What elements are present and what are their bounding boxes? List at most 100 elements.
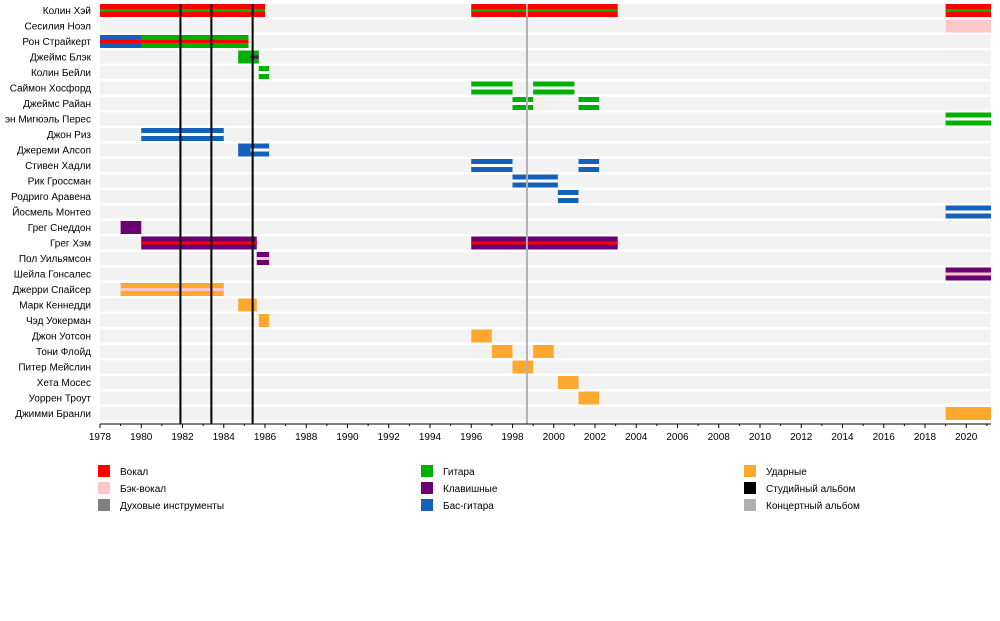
x-tick-label: 2020 <box>955 432 978 443</box>
member-bar-stripe <box>250 148 270 152</box>
member-bar-stripe <box>141 133 224 136</box>
x-tick-label: 1998 <box>501 432 524 443</box>
member-bar-stripe <box>100 40 142 43</box>
legend-swatch <box>744 482 756 494</box>
member-bar-stripe <box>471 9 618 12</box>
x-tick-label: 1984 <box>213 432 236 443</box>
member-bar-stripe <box>512 179 558 183</box>
member-bar-stripe <box>945 117 991 121</box>
row-background <box>100 298 991 312</box>
x-tick-label: 2010 <box>749 432 772 443</box>
legend-label: Ударные <box>766 467 807 478</box>
member-label: Колин Бейли <box>31 68 91 79</box>
member-label: Саймон Хосфорд <box>10 83 91 95</box>
member-label: Колин Хэй <box>43 6 91 17</box>
legend-label: Клавишные <box>443 484 498 495</box>
member-bar-stripe <box>120 288 224 291</box>
row-background <box>100 267 991 281</box>
member-label: Рон Страйкерт <box>22 37 91 48</box>
x-tick-label: 2002 <box>584 432 607 443</box>
member-label: Джеймс Блэк <box>30 53 92 64</box>
legend-swatch <box>744 465 756 477</box>
member-label: Питер Мейслин <box>18 363 91 374</box>
member-bar <box>120 221 142 234</box>
member-label: Грег Снеддон <box>28 223 91 234</box>
legend-label: Концертный альбом <box>766 500 860 512</box>
member-bar-stripe <box>100 40 249 43</box>
legend-label: Студийный альбом <box>766 483 856 495</box>
row-background <box>100 50 991 64</box>
x-tick-label: 2014 <box>831 432 854 443</box>
x-tick-label: 1988 <box>295 432 318 443</box>
x-tick-label: 2008 <box>708 432 731 443</box>
member-label: Джимми Бранли <box>15 409 91 420</box>
member-label: Шейла Гонсалес <box>14 270 91 281</box>
member-bar <box>238 143 251 157</box>
member-bar-stripe <box>100 9 265 12</box>
x-tick-label: 1978 <box>89 432 112 443</box>
member-bar-stripe <box>578 164 600 167</box>
member-bar <box>945 407 991 420</box>
row-background <box>100 128 991 141</box>
member-bar-stripe <box>945 272 991 276</box>
row-background <box>100 205 991 219</box>
member-label: эн Мигюэль Перес <box>5 115 91 126</box>
member-bar-stripe <box>533 86 575 90</box>
row-background <box>100 190 991 203</box>
member-bar <box>578 391 600 405</box>
legend-swatch <box>744 499 756 511</box>
member-bar-stripe <box>945 210 991 214</box>
member-bar-stripe <box>512 102 534 105</box>
member-label: Родриго Аравена <box>11 192 91 203</box>
x-tick-label: 2000 <box>543 432 566 443</box>
member-bar <box>557 376 579 389</box>
member-bar <box>238 298 257 312</box>
member-label: Йосмель Монтео <box>12 206 91 219</box>
row-background <box>100 66 991 79</box>
legend-label: Вокал <box>120 467 148 478</box>
member-bar <box>945 19 991 33</box>
legend-swatch <box>98 482 110 494</box>
member-bar <box>533 345 554 358</box>
row-background <box>100 314 991 327</box>
x-tick-label: 2004 <box>625 432 648 443</box>
member-label: Джон Риз <box>47 130 92 141</box>
member-bar <box>512 360 534 374</box>
legend-label: Гитара <box>443 467 475 478</box>
row-background <box>100 112 991 126</box>
member-bar-stripe <box>557 195 579 198</box>
row-background <box>100 252 991 265</box>
member-label: Чэд Уокерман <box>26 316 91 327</box>
member-label: Джеймс Райан <box>23 99 91 110</box>
x-tick-label: 1982 <box>171 432 194 443</box>
member-bar <box>258 314 270 327</box>
member-label: Пол Уильямсон <box>19 254 91 265</box>
row-background <box>100 376 991 389</box>
member-bar <box>491 345 513 358</box>
row-background <box>100 35 991 48</box>
row-background <box>100 159 991 172</box>
member-label: Стивен Хадли <box>25 161 91 172</box>
member-label: Марк Кеннедди <box>19 301 91 312</box>
member-bar-stripe <box>258 71 270 74</box>
legend-swatch <box>421 499 433 511</box>
member-label: Тони Флойд <box>36 347 91 358</box>
member-label: Джон Уотсон <box>32 332 91 343</box>
legend-swatch <box>98 465 110 477</box>
member-label: Джереми Алсоп <box>17 146 91 157</box>
x-tick-label: 1994 <box>419 432 442 443</box>
member-bar-stripe <box>256 257 270 260</box>
member-bar-stripe <box>945 9 991 12</box>
member-bar-stripe <box>578 102 600 105</box>
member-label: Сесилия Ноэл <box>25 22 92 33</box>
member-bar <box>238 50 251 64</box>
member-label: Грег Хэм <box>50 239 91 250</box>
member-bar-stripe <box>471 86 513 90</box>
row-background <box>100 221 991 234</box>
row-background <box>100 97 991 110</box>
x-tick-label: 2018 <box>914 432 937 443</box>
row-background <box>100 391 991 405</box>
x-tick-label: 1990 <box>336 432 359 443</box>
row-background <box>100 329 991 343</box>
